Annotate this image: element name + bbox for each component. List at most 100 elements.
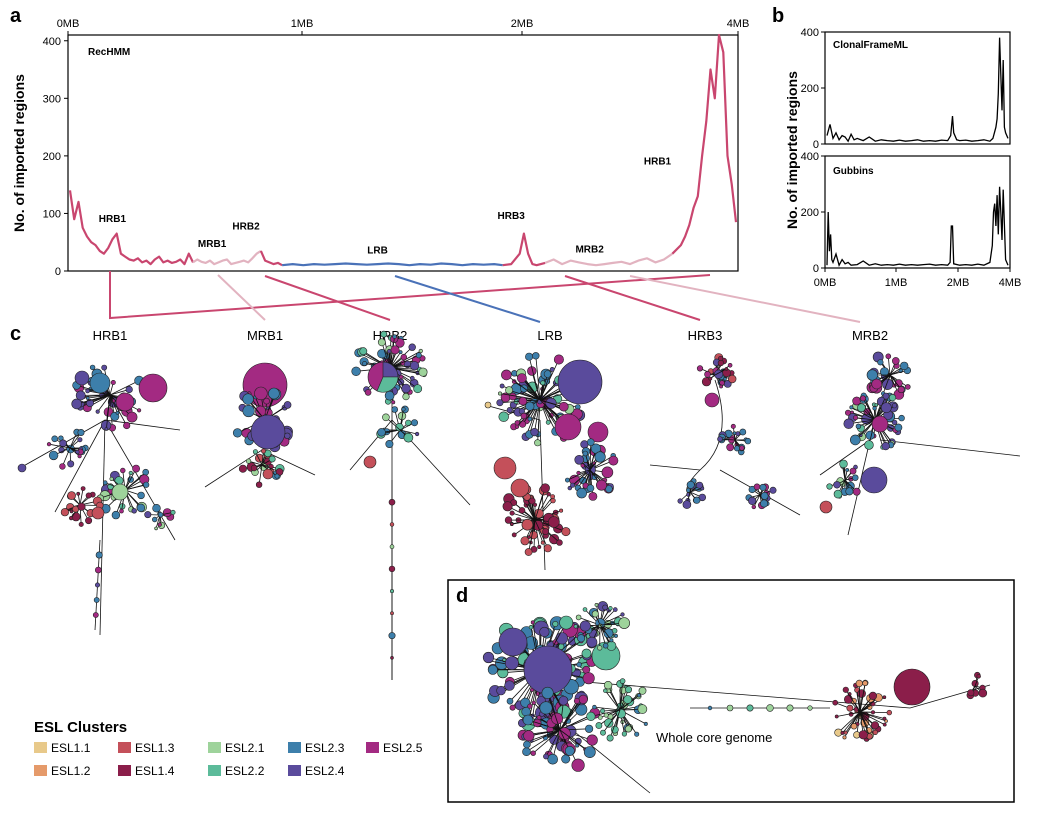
tree-node xyxy=(51,435,59,443)
tree-node xyxy=(696,365,704,372)
tree-node xyxy=(868,691,878,701)
tree-node xyxy=(866,369,878,381)
tree-edge xyxy=(124,484,147,491)
region-label-hrb2: HRB2 xyxy=(232,222,260,233)
tree-node xyxy=(717,359,725,367)
tree-node xyxy=(849,434,861,446)
tree-node xyxy=(616,708,626,719)
region-label-hrb1: HRB1 xyxy=(644,157,672,168)
legend-label-esl2.4: ESL2.4 xyxy=(305,764,345,778)
tree-edge xyxy=(399,429,418,435)
panel-letter-d: d xyxy=(456,585,468,607)
tree-node xyxy=(110,379,116,385)
tree-node xyxy=(262,468,274,480)
tree-edge xyxy=(689,488,703,493)
tree-node xyxy=(845,487,854,496)
tree-node xyxy=(727,362,733,368)
tree-edge xyxy=(753,494,761,508)
tree-edge xyxy=(845,689,861,713)
tree-node xyxy=(410,419,418,427)
recHMM-x-tick-label: 1MB xyxy=(291,18,314,30)
tree-node xyxy=(759,483,767,491)
tree-node xyxy=(528,624,534,630)
tree-edge xyxy=(97,394,111,412)
tree-node xyxy=(547,753,559,765)
tree-node xyxy=(518,420,527,428)
tree-node xyxy=(388,565,396,573)
tree-node xyxy=(75,390,86,401)
tree-edge xyxy=(838,711,861,733)
tree-node xyxy=(558,695,569,706)
tree-node xyxy=(832,699,839,706)
tree-node xyxy=(384,390,395,401)
tree-node xyxy=(89,364,96,371)
tree-node xyxy=(719,384,724,389)
tree-node xyxy=(104,427,109,431)
tree-node xyxy=(845,468,850,472)
tree-edge xyxy=(79,488,84,506)
connector-hrb2 xyxy=(264,275,391,321)
tree-node xyxy=(597,645,603,651)
tree-mrb1 xyxy=(204,362,316,488)
tree-node xyxy=(582,450,589,457)
tree-titles: HRB1 MRB1 HRB2 LRB HRB3 MRB2 xyxy=(93,328,888,343)
tree-node xyxy=(548,516,560,528)
tree-node xyxy=(514,424,520,429)
tree-node xyxy=(268,455,276,463)
tree-node xyxy=(501,369,512,381)
tree-node xyxy=(132,464,140,473)
whole-core-genome-panel: Whole core genome xyxy=(447,579,1015,803)
tree-node xyxy=(126,411,138,423)
tree-node xyxy=(157,512,164,518)
tree-node xyxy=(418,367,428,377)
tree-node xyxy=(766,704,774,712)
tree-title-hrb3: HRB3 xyxy=(688,328,723,343)
tree-node xyxy=(575,743,580,748)
tree-node xyxy=(250,414,286,450)
panel-b-charts: ClonalFrameML Gubbins No. of imported re… xyxy=(784,27,1021,289)
tree-node xyxy=(543,753,549,760)
tree-node xyxy=(418,348,423,354)
recHMM-x-tick-label: 0MB xyxy=(57,18,80,30)
tree-node xyxy=(726,704,734,712)
tree-node xyxy=(840,730,845,735)
tree-node xyxy=(71,398,82,410)
tree-node xyxy=(594,603,599,607)
tree-node xyxy=(595,479,607,491)
tree-edge xyxy=(714,368,727,376)
tree-node xyxy=(807,705,813,711)
tree-node xyxy=(882,722,887,727)
tree-edge xyxy=(532,729,561,754)
tree-node xyxy=(527,416,533,422)
tree-node xyxy=(69,509,74,514)
tree-node xyxy=(744,437,752,445)
tree-node xyxy=(879,367,889,377)
tree-node xyxy=(389,544,395,550)
gubbins-method-label: Gubbins xyxy=(833,166,874,177)
tree-node xyxy=(594,451,606,463)
legend-label-esl2.2: ESL2.2 xyxy=(225,764,265,778)
tree-node xyxy=(833,481,841,489)
tree-node xyxy=(579,620,591,632)
tree-node xyxy=(402,393,410,401)
tree-node xyxy=(242,404,255,418)
legend-swatch-esl2.3 xyxy=(288,742,301,753)
tree-edge xyxy=(539,373,548,401)
tree-node xyxy=(408,343,416,351)
tree-node xyxy=(493,456,517,480)
tree-node xyxy=(521,706,531,717)
tree-node xyxy=(252,449,258,455)
region-connectors xyxy=(109,271,861,323)
tree-node xyxy=(858,433,863,438)
tree-node xyxy=(111,483,129,501)
tree-edge xyxy=(859,711,885,725)
tree-edge xyxy=(859,711,885,719)
region-label-mrb2: MRB2 xyxy=(575,245,604,256)
tree-node xyxy=(114,476,124,486)
tree-node xyxy=(401,383,411,394)
tree-edge xyxy=(508,389,541,401)
recHMM-series-mrb1 xyxy=(192,249,262,266)
tree-node xyxy=(506,407,513,414)
tree-node xyxy=(540,483,550,493)
